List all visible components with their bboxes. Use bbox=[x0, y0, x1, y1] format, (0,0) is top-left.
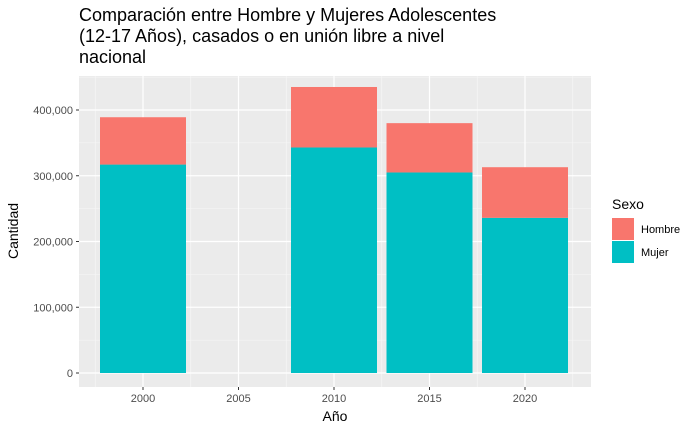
bar-hombre-2000 bbox=[100, 117, 186, 165]
x-tick-label: 2005 bbox=[226, 393, 250, 405]
bar-hombre-2010 bbox=[291, 86, 377, 148]
bar-mujer-2015 bbox=[386, 172, 473, 373]
y-axis: 0 100,000 200,000 300,000 400,000 bbox=[33, 105, 79, 380]
legend: Sexo Hombre Mujer bbox=[612, 196, 680, 263]
bar-mujer-2000 bbox=[100, 164, 186, 373]
y-tick-label: 300,000 bbox=[33, 171, 73, 183]
legend-title: Sexo bbox=[612, 196, 644, 212]
legend-label-hombre: Hombre bbox=[641, 224, 680, 236]
x-tick-label: 2000 bbox=[131, 393, 155, 405]
y-tick-label: 400,000 bbox=[33, 105, 73, 117]
bar-mujer-2020 bbox=[482, 217, 568, 373]
legend-swatch-hombre bbox=[612, 218, 634, 240]
x-tick-label: 2020 bbox=[513, 393, 537, 405]
x-axis-title: Año bbox=[323, 408, 348, 424]
bar-hombre-2015 bbox=[386, 123, 473, 173]
legend-swatch-mujer bbox=[612, 241, 634, 263]
x-tick-label: 2015 bbox=[417, 393, 441, 405]
bar-mujer-2010 bbox=[291, 147, 377, 373]
y-tick-label: 200,000 bbox=[33, 237, 73, 249]
x-axis: 2000 2005 2010 2015 2020 bbox=[131, 387, 537, 405]
y-tick-label: 100,000 bbox=[33, 302, 73, 314]
legend-label-mujer: Mujer bbox=[641, 247, 669, 259]
bars bbox=[100, 86, 568, 373]
y-tick-label: 0 bbox=[67, 368, 73, 380]
chart-title: Comparación entre Hombre y Mujeres Adole… bbox=[79, 5, 497, 67]
bar-hombre-2020 bbox=[482, 167, 568, 218]
x-tick-label: 2010 bbox=[322, 393, 346, 405]
y-axis-title: Cantidad bbox=[5, 203, 21, 259]
